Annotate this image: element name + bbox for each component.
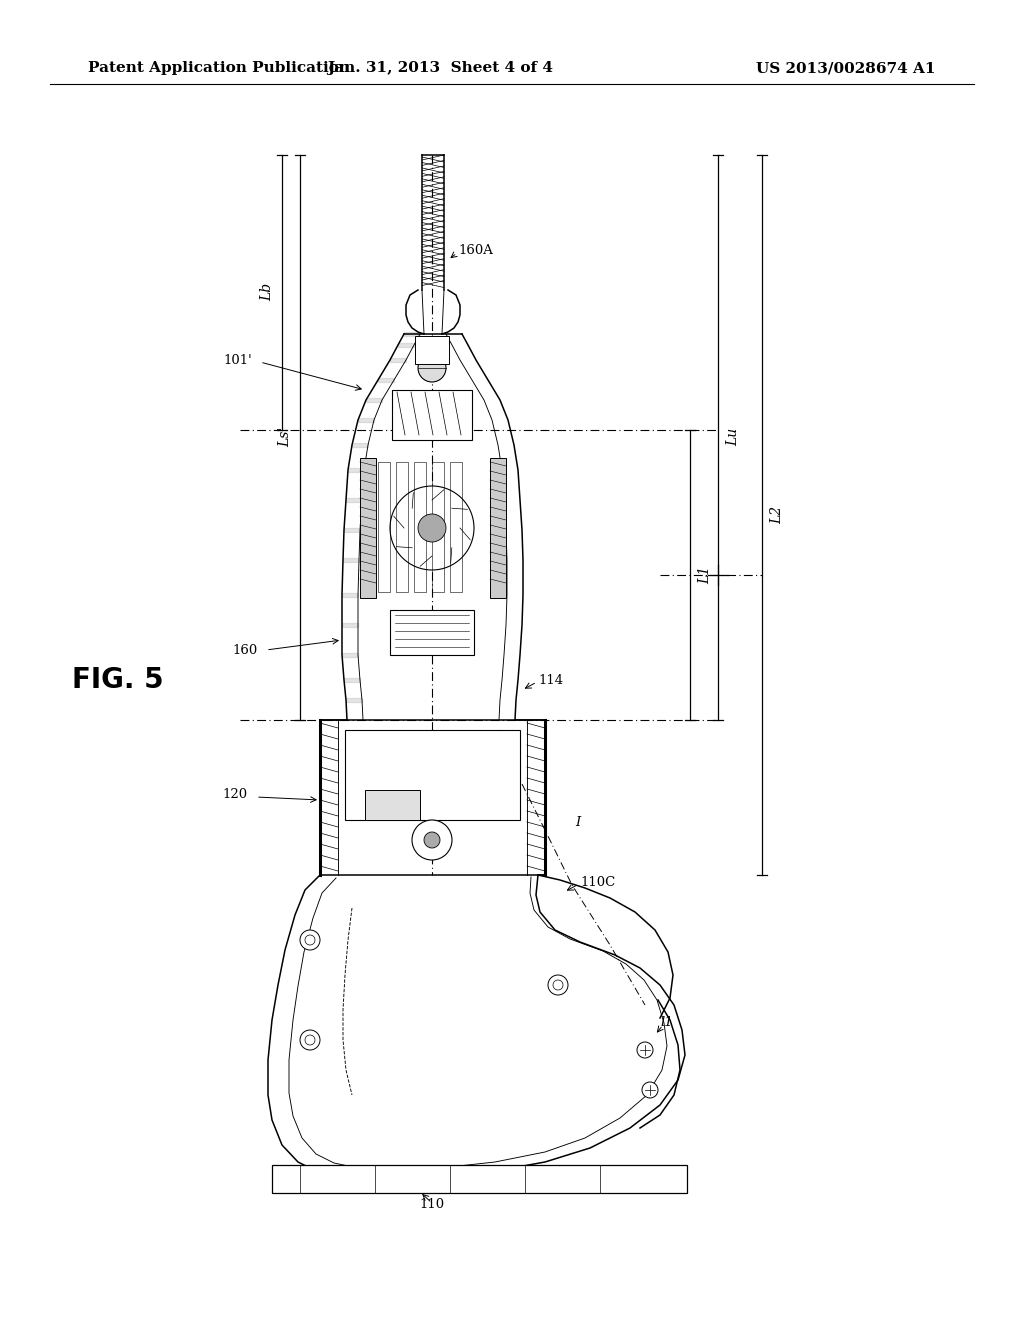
Text: 110: 110: [420, 1199, 444, 1212]
Text: L2: L2: [770, 506, 784, 524]
Circle shape: [300, 931, 319, 950]
Text: US 2013/0028674 A1: US 2013/0028674 A1: [757, 61, 936, 75]
Bar: [365, 789, 420, 820]
Text: 114: 114: [538, 673, 563, 686]
Text: Patent Application Publication: Patent Application Publication: [88, 61, 350, 75]
Text: I: I: [575, 816, 581, 829]
Bar: [450, 462, 462, 591]
Text: L1: L1: [698, 566, 712, 583]
Bar: [432, 462, 444, 591]
Text: Lu: Lu: [726, 428, 740, 446]
Circle shape: [418, 354, 446, 381]
Text: 110C: 110C: [580, 875, 615, 888]
Circle shape: [424, 832, 440, 847]
Circle shape: [418, 513, 446, 543]
Circle shape: [548, 975, 568, 995]
Text: 101': 101': [223, 354, 252, 367]
Bar: [378, 462, 390, 591]
Circle shape: [412, 820, 452, 861]
Text: 160: 160: [232, 644, 258, 656]
Bar: [414, 462, 426, 591]
Circle shape: [300, 1030, 319, 1049]
Text: l1: l1: [660, 1015, 673, 1028]
Circle shape: [390, 486, 474, 570]
Text: 160A: 160A: [458, 243, 493, 256]
Text: Ls': Ls': [278, 426, 292, 447]
Bar: [490, 458, 506, 598]
Text: 120: 120: [223, 788, 248, 801]
Text: Lb: Lb: [260, 282, 274, 301]
Bar: [345, 730, 520, 820]
Bar: [415, 337, 449, 364]
Text: FIG. 5: FIG. 5: [72, 667, 164, 694]
Text: Jan. 31, 2013  Sheet 4 of 4: Jan. 31, 2013 Sheet 4 of 4: [327, 61, 553, 75]
Bar: [360, 458, 376, 598]
Bar: [390, 610, 474, 655]
Bar: [396, 462, 408, 591]
Circle shape: [642, 1082, 658, 1098]
Bar: [392, 389, 472, 440]
Bar: [272, 1166, 687, 1193]
Circle shape: [637, 1041, 653, 1059]
